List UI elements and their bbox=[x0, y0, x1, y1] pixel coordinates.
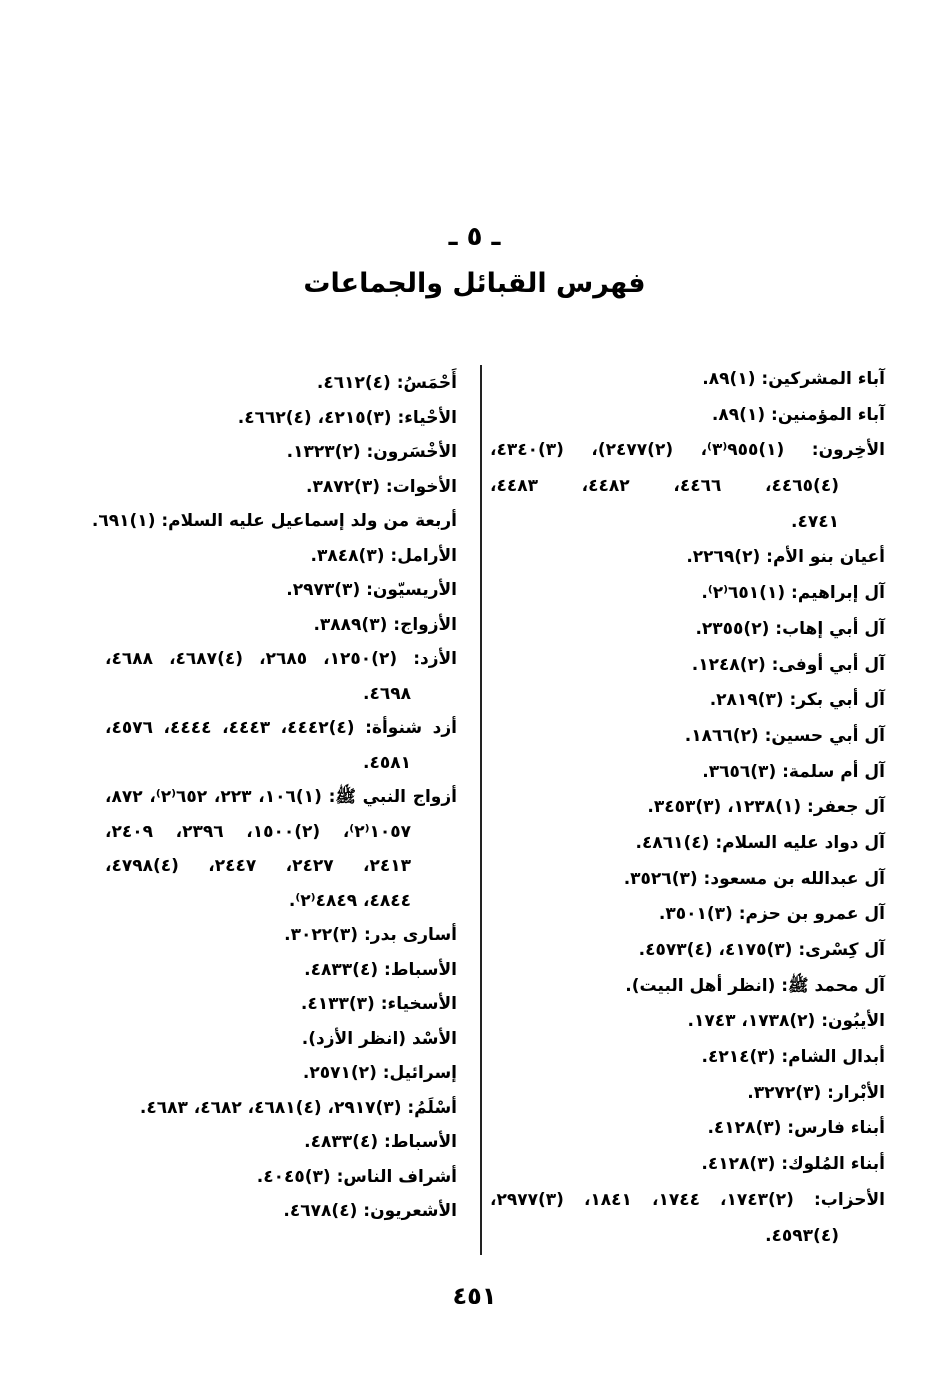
index-entry: الأريسيّون: (٣)٢٩٧٣. bbox=[105, 573, 457, 608]
entry-continuation-line: ٤٨٤٤، ٤٨٤٩⁽٢⁾. bbox=[288, 890, 411, 911]
index-entry: الأبْرار: (٣)٣٢٧٢. bbox=[490, 1076, 885, 1112]
index-entry: الأسباط: (٤)٤٨٣٣. bbox=[105, 1125, 457, 1160]
entry-line: الأبْرار: (٣)٣٢٧٢. bbox=[747, 1082, 885, 1103]
index-entry: الأسْد (انظر الأزد). bbox=[105, 1022, 457, 1057]
index-entry: أشراف الناس: (٣)٤٠٤٥. bbox=[105, 1160, 457, 1195]
entry-line: آباء المؤمنين: (١)٨٩. bbox=[711, 404, 885, 425]
index-entry: أَحْمَسُ: (٤)٤٦١٢. bbox=[105, 366, 457, 401]
entry-line: الأحزاب: (٢)١٧٤٣، ١٧٤٤، ١٨٤١، (٣)٢٩٧٧، bbox=[490, 1189, 885, 1210]
index-entry: أبناء فارس: (٣)٤١٢٨. bbox=[490, 1111, 885, 1147]
entry-line: الأرامل: (٣)٣٨٤٨. bbox=[310, 545, 457, 566]
index-entry: أسْلَمُ: (٣)٢٩١٧، (٤)٤٦٨١، ٤٦٨٢، ٤٦٨٣. bbox=[105, 1091, 457, 1126]
entry-line: الأسباط: (٤)٤٨٣٣. bbox=[304, 959, 457, 980]
entry-line: الأخْسَرون: (٢)١٣٢٣. bbox=[286, 442, 457, 462]
entry-line: أشراف الناس: (٣)٤٠٤٥. bbox=[256, 1166, 457, 1187]
index-entry: أربعة من ولد إسماعيل عليه السلام: (١)٦٩١… bbox=[91, 504, 457, 539]
entry-line: الأسباط: (٤)٤٨٣٣. bbox=[304, 1132, 457, 1152]
entry-line: آل إبراهيم: (١)٦٥١⁽٢⁾. bbox=[701, 583, 885, 604]
entry-line: أربعة من ولد إسماعيل عليه السلام: (١)٦٩١… bbox=[91, 511, 457, 531]
entry-line: آل كِسْرى: (٣)٤١٧٥، (٤)٤٥٧٣. bbox=[638, 940, 885, 960]
entry-line: الأشعريون: (٤)٤٦٧٨. bbox=[283, 1201, 457, 1221]
page-number: ٤٥١ bbox=[452, 1282, 497, 1310]
index-entry: آل كِسْرى: (٣)٤١٧٥، (٤)٤٥٧٣. bbox=[490, 933, 885, 969]
index-entry: آباء المؤمنين: (١)٨٩. bbox=[490, 398, 885, 434]
index-column-right: آباء المشركين: (١)٨٩. آباء المؤمنين: (١)٨… bbox=[490, 362, 885, 1254]
index-entry: آل عمرو بن حزم: (٣)٣٥٠١. bbox=[490, 897, 885, 933]
index-entry: آل عبدالله بن مسعود: (٣)٣٥٢٦. bbox=[490, 862, 885, 898]
index-entry: آل محمد ﷺ: (انظر أهل البيت). bbox=[490, 969, 885, 1005]
index-entry: أزد شنوأة: (٤)٤٤٤٢، ٤٤٤٣، ٤٤٤٤، ٤٥٧٦، ٤٥٨… bbox=[105, 711, 457, 780]
entry-line: الأزواج: (٣)٣٨٨٩. bbox=[313, 614, 457, 635]
entry-line: آل أبي حسين: (٢)١٨٦٦. bbox=[684, 725, 885, 746]
entry-line: أسْلَمُ: (٣)٢٩١٧، (٤)٤٦٨١، ٤٦٨٢، ٤٦٨٣. bbox=[139, 1097, 457, 1118]
entry-line: الأريسيّون: (٣)٢٩٧٣. bbox=[286, 580, 457, 600]
entry-line: أزد شنوأة: (٤)٤٤٤٢، ٤٤٤٣، ٤٤٤٤، ٤٥٧٦، bbox=[105, 718, 457, 738]
index-entry: الأشعريون: (٤)٤٦٧٨. bbox=[105, 1194, 457, 1229]
index-entry: الأحزاب: (٢)١٧٤٣، ١٧٤٤، ١٨٤١، (٣)٢٩٧٧، (٤… bbox=[490, 1183, 885, 1254]
index-entry: الأسخياء: (٣)٤١٣٣. bbox=[105, 987, 457, 1022]
entry-line: أسارى بدر: (٣)٣٠٢٢. bbox=[284, 925, 457, 945]
entry-line: أبدال الشام: (٣)٤٢١٤. bbox=[701, 1047, 885, 1068]
entry-continuation-line: ٢٤١٣، ٢٤٢٧، ٢٤٤٧، (٤)٤٧٩٨، bbox=[105, 856, 411, 876]
entry-line: أزواج النبي ﷺ: (١)١٠٦، ٢٢٣، ٦٥٢⁽٢⁾، ٨٧٢، bbox=[105, 787, 457, 807]
entry-continuation-line: (٤)٤٤٦٥، ٤٤٦٦، ٤٤٨٢، ٤٤٨٣، bbox=[490, 476, 839, 497]
entry-continuation-line: ٤٧٤١. bbox=[791, 511, 839, 532]
page-title: فهرس القبائل والجماعات bbox=[303, 268, 646, 299]
index-entry: الأزواج: (٣)٣٨٨٩. bbox=[105, 608, 457, 643]
index-entry: الأيبُون: (٢)١٧٣٨، ١٧٤٣. bbox=[490, 1004, 885, 1040]
index-entry: آل أبي أوفى: (٢)١٢٤٨. bbox=[490, 648, 885, 684]
entry-line: آل أبي إهاب: (٢)٢٣٥٥. bbox=[695, 618, 885, 639]
entry-line: إسرائيل: (٢)٢٥٧١. bbox=[302, 1063, 457, 1083]
index-entry: آل أم سلمة: (٣)٣٦٥٦. bbox=[490, 755, 885, 791]
index-entry: الأحْياء: (٣)٤٢١٥، (٤)٤٦٦٢. bbox=[105, 401, 457, 436]
index-entry: آل جعفر: (١)١٢٣٨، (٣)٣٤٥٣. bbox=[490, 790, 885, 826]
entry-line: الأخِرون: (١)٩٥٥⁽٣⁾، (٢)٢٤٧٧)، (٣)٤٣٤٠، bbox=[490, 440, 885, 461]
index-entry: آل أبي إهاب: (٢)٢٣٥٥. bbox=[490, 612, 885, 648]
index-entry: الأخوات: (٣)٣٨٧٢. bbox=[105, 470, 457, 505]
entry-continuation-line: (٤)٤٥٩٣. bbox=[765, 1225, 839, 1246]
entry-line: الأسخياء: (٣)٤١٣٣. bbox=[300, 994, 457, 1014]
entry-line: آل عبدالله بن مسعود: (٣)٣٥٢٦. bbox=[623, 868, 885, 889]
entry-line: الأزد: (٢)١٢٥٠، ٢٦٨٥، (٤)٤٦٨٧، ٤٦٨٨، bbox=[105, 649, 457, 669]
entry-line: أبناء المُلوك: (٣)٤١٢٨. bbox=[701, 1154, 885, 1175]
index-entry: الأسباط: (٤)٤٨٣٣. bbox=[105, 953, 457, 988]
index-entry: الأرامل: (٣)٣٨٤٨. bbox=[105, 539, 457, 574]
index-entry: أزواج النبي ﷺ: (١)١٠٦، ٢٢٣، ٦٥٢⁽٢⁾، ٨٧٢،… bbox=[105, 780, 457, 918]
index-entry: إسرائيل: (٢)٢٥٧١. bbox=[105, 1056, 457, 1091]
entry-line: الأحْياء: (٣)٤٢١٥، (٤)٤٦٦٢. bbox=[237, 407, 457, 428]
index-entry: أعيان بنو الأم: (٢)٢٢٦٩. bbox=[490, 540, 885, 576]
entry-line: آل جعفر: (١)١٢٣٨، (٣)٣٤٥٣. bbox=[647, 797, 885, 818]
index-entry: آل دواد عليه السلام: (٤)٤٨٦١. bbox=[490, 826, 886, 862]
index-column-left: أَحْمَسُ: (٤)٤٦١٢. الأحْياء: (٣)٤٢١٥، (٤)… bbox=[91, 366, 457, 1229]
index-entry: آباء المشركين: (١)٨٩. bbox=[490, 362, 885, 398]
index-entry: أبدال الشام: (٣)٤٢١٤. bbox=[490, 1040, 885, 1076]
entry-continuation-line: ٤٥٨١. bbox=[363, 752, 411, 773]
index-entry: الأخْسَرون: (٢)١٣٢٣. bbox=[105, 435, 457, 470]
entry-line: أبناء فارس: (٣)٤١٢٨. bbox=[707, 1118, 885, 1139]
entry-line: آل محمد ﷺ: (انظر أهل البيت). bbox=[625, 975, 885, 996]
entry-line: الأسْد (انظر الأزد). bbox=[301, 1028, 457, 1049]
entry-line: آل أبي أوفى: (٢)١٢٤٨. bbox=[691, 654, 885, 675]
entry-line: الأخوات: (٣)٣٨٧٢. bbox=[306, 476, 457, 497]
entry-line: آل عمرو بن حزم: (٣)٣٥٠١. bbox=[658, 904, 885, 925]
index-entry: آل أبي بكر: (٣)٢٨١٩. bbox=[490, 683, 885, 719]
entry-line: أَحْمَسُ: (٤)٤٦١٢. bbox=[316, 373, 457, 393]
entry-line: أعيان بنو الأم: (٢)٢٢٦٩. bbox=[686, 547, 885, 568]
index-entry: أبناء المُلوك: (٣)٤١٢٨. bbox=[490, 1147, 885, 1183]
index-entry: آل أبي حسين: (٢)١٨٦٦. bbox=[490, 719, 885, 755]
entry-continuation-line: ١٠٥٧⁽٢⁾، (٢)١٥٠٠، ٢٣٩٦، ٢٤٠٩، bbox=[105, 821, 411, 842]
section-number: ـ ٥ ـ bbox=[448, 222, 501, 252]
entry-line: آل أم سلمة: (٣)٣٦٥٦. bbox=[702, 761, 885, 782]
entry-line: الأيبُون: (٢)١٧٣٨، ١٧٤٣. bbox=[687, 1011, 885, 1032]
entry-continuation-line: ٤٦٩٨. bbox=[363, 683, 411, 704]
column-divider bbox=[480, 365, 482, 1255]
index-entry: آل إبراهيم: (١)٦٥١⁽٢⁾. bbox=[490, 576, 885, 612]
index-entry: الأزد: (٢)١٢٥٠، ٢٦٨٥، (٤)٤٦٨٧، ٤٦٨٨، ٤٦٩٨… bbox=[105, 642, 457, 711]
entry-line: آل دواد عليه السلام: (٤)٤٨٦١. bbox=[635, 832, 886, 853]
index-entry: الأخِرون: (١)٩٥٥⁽٣⁾، (٢)٢٤٧٧)، (٣)٤٣٤٠، (… bbox=[490, 433, 885, 540]
entry-line: آل أبي بكر: (٣)٢٨١٩. bbox=[709, 690, 885, 711]
index-entry: أسارى بدر: (٣)٣٠٢٢. bbox=[105, 918, 457, 953]
entry-line: آباء المشركين: (١)٨٩. bbox=[702, 369, 885, 389]
